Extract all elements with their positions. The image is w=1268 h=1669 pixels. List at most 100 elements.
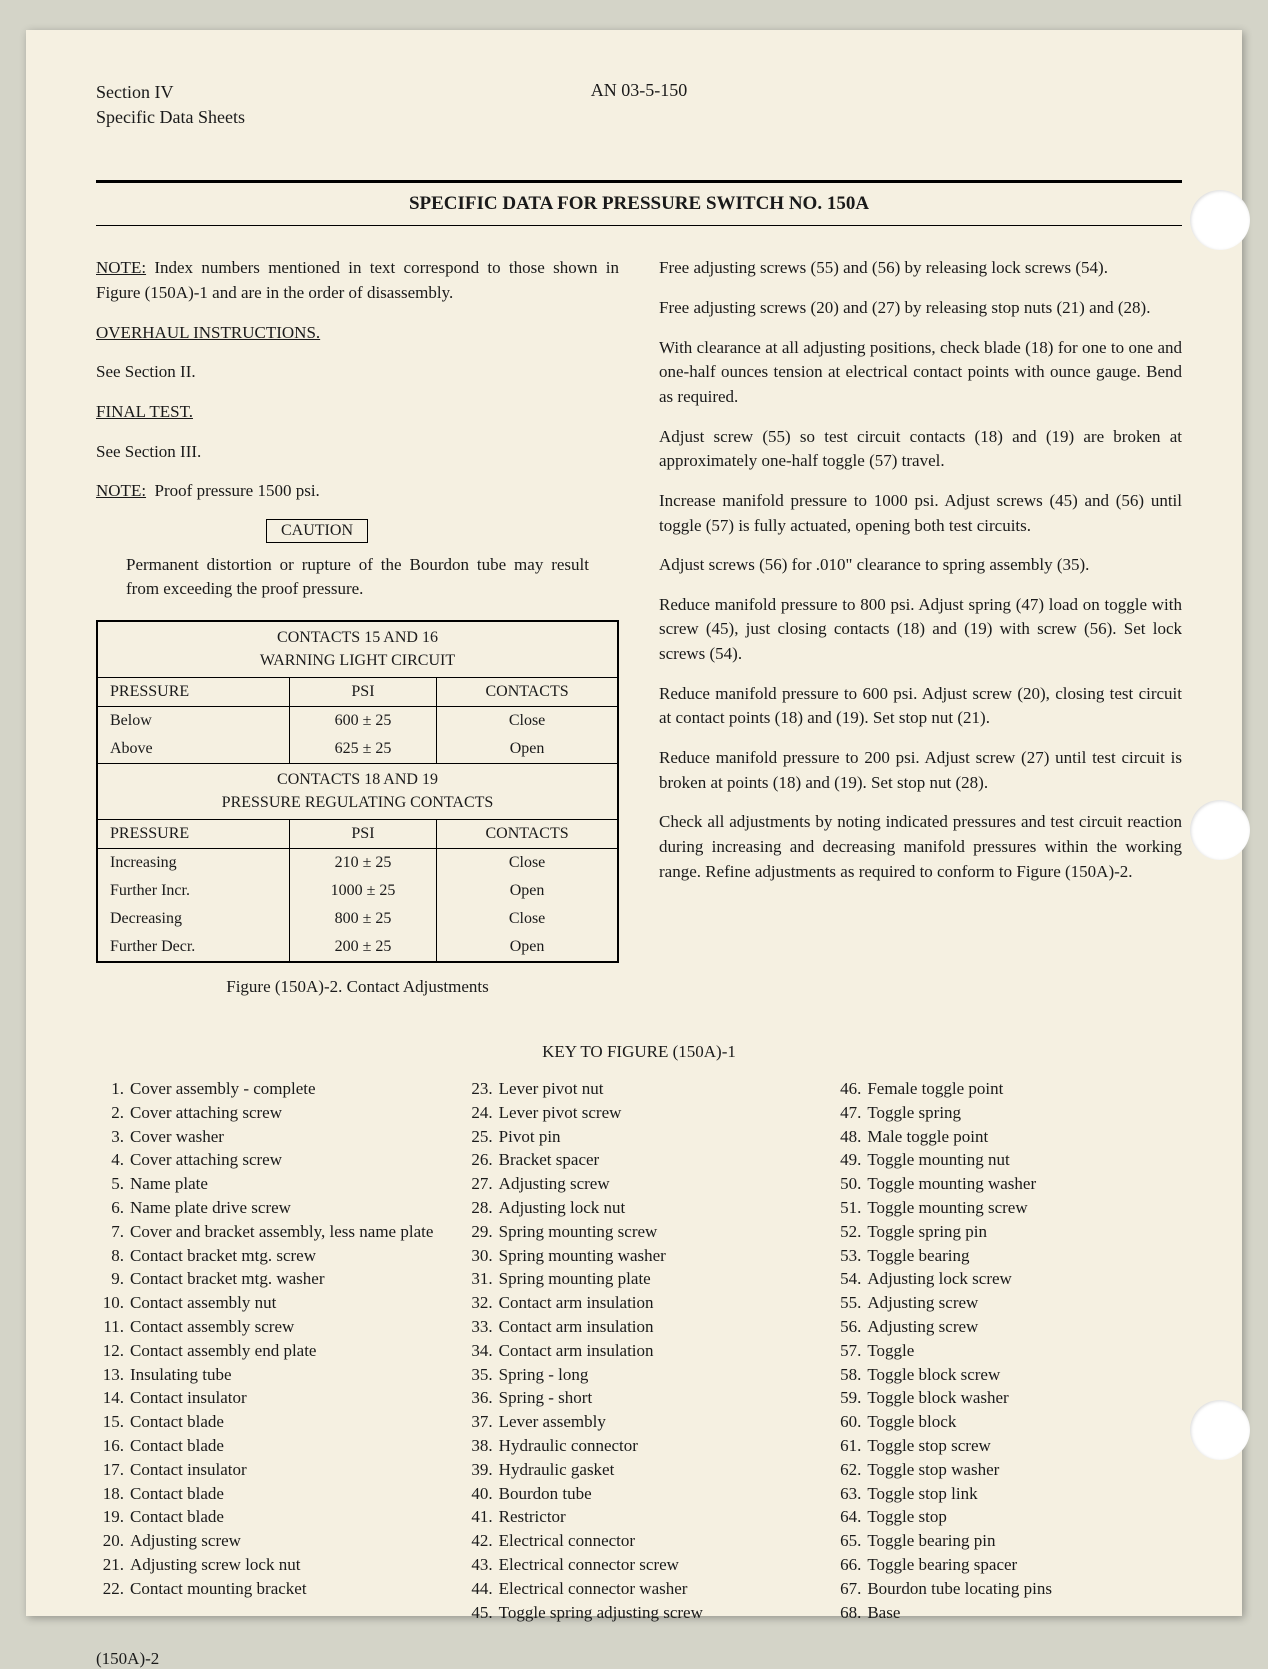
key-item: 5.Name plate [96,1172,445,1196]
key-num: 61. [833,1434,867,1458]
key-title: KEY TO FIGURE (150A)-1 [96,1042,1182,1062]
t2r3c1: Decreasing [97,905,289,933]
key-item: 15.Contact blade [96,1410,445,1434]
key-text: Cover washer [130,1125,445,1149]
key-num: 50. [833,1172,867,1196]
key-num: 35. [465,1363,499,1387]
key-text: Contact blade [130,1482,445,1506]
key-item: 13.Insulating tube [96,1363,445,1387]
key-num: 3. [96,1125,130,1149]
header-right [820,80,1182,130]
key-text: Lever pivot screw [499,1101,814,1125]
key-text: Adjusting lock screw [867,1267,1182,1291]
key-text: Spring mounting washer [499,1244,814,1268]
key-item: 35.Spring - long [465,1363,814,1387]
table2-h3: CONTACTS [437,820,618,849]
rp6: Adjust screws (56) for .010" clearance t… [659,553,1182,578]
key-text: Spring mounting plate [499,1267,814,1291]
key-num: 36. [465,1386,499,1410]
key-item: 43.Electrical connector screw [465,1553,814,1577]
key-num: 11. [96,1315,130,1339]
key-num: 33. [465,1315,499,1339]
key-item: 51.Toggle mounting screw [833,1196,1182,1220]
table2-h1: PRESSURE [97,820,289,849]
key-text: Toggle mounting washer [867,1172,1182,1196]
key-item: 8.Contact bracket mtg. screw [96,1244,445,1268]
t2r3c3: Close [437,905,618,933]
right-column: Free adjusting screws (55) and (56) by r… [659,256,1182,1017]
punch-hole [1190,190,1250,250]
key-item: 17.Contact insulator [96,1458,445,1482]
rp1: Free adjusting screws (55) and (56) by r… [659,256,1182,281]
key-num: 49. [833,1148,867,1172]
key-item: 64.Toggle stop [833,1505,1182,1529]
t1r2c3: Open [437,735,618,764]
key-num: 4. [96,1148,130,1172]
t1r1c3: Close [437,707,618,736]
key-num: 6. [96,1196,130,1220]
key-num: 54. [833,1267,867,1291]
t1r2c1: Above [97,735,289,764]
key-item: 2.Cover attaching screw [96,1101,445,1125]
rp2: Free adjusting screws (20) and (27) by r… [659,296,1182,321]
key-item: 60.Toggle block [833,1410,1182,1434]
key-item: 63.Toggle stop link [833,1482,1182,1506]
caution-box: CAUTION [266,519,368,543]
key-num: 25. [465,1125,499,1149]
t2r2c3: Open [437,877,618,905]
key-text: Cover assembly - complete [130,1077,445,1101]
key-item: 41.Restrictor [465,1505,814,1529]
key-num: 38. [465,1434,499,1458]
rp5: Increase manifold pressure to 1000 psi. … [659,489,1182,538]
key-num: 21. [96,1553,130,1577]
key-text: Contact insulator [130,1386,445,1410]
t1r1c2: 600 ± 25 [289,707,436,736]
t2r4c2: 200 ± 25 [289,933,436,962]
table2-h2: PSI [289,820,436,849]
key-num: 32. [465,1291,499,1315]
key-item: 30.Spring mounting washer [465,1244,814,1268]
key-item: 49.Toggle mounting nut [833,1148,1182,1172]
key-text: Contact bracket mtg. screw [130,1244,445,1268]
key-col-1: 1.Cover assembly - complete2.Cover attac… [96,1077,445,1624]
main-columns: NOTE: Index numbers mentioned in text co… [96,256,1182,1017]
key-text: Contact blade [130,1505,445,1529]
key-item: 6.Name plate drive screw [96,1196,445,1220]
key-num: 51. [833,1196,867,1220]
key-num: 57. [833,1339,867,1363]
title-banner: SPECIFIC DATA FOR PRESSURE SWITCH NO. 15… [96,180,1182,226]
contacts-table: CONTACTS 15 AND 16 WARNING LIGHT CIRCUIT… [96,620,619,963]
key-item: 50.Toggle mounting washer [833,1172,1182,1196]
key-item: 26.Bracket spacer [465,1148,814,1172]
key-text: Spring mounting screw [499,1220,814,1244]
key-num: 47. [833,1101,867,1125]
note2: NOTE: Proof pressure 1500 psi. [96,479,619,504]
header-subtitle: Specific Data Sheets [96,105,458,130]
rp10: Check all adjustments by noting indicate… [659,810,1182,884]
key-num: 59. [833,1386,867,1410]
key-item: 55.Adjusting screw [833,1291,1182,1315]
key-text: Toggle block screw [867,1363,1182,1387]
header-row: Section IV Specific Data Sheets AN 03-5-… [96,80,1182,130]
key-item: 48.Male toggle point [833,1125,1182,1149]
key-item: 21.Adjusting screw lock nut [96,1553,445,1577]
key-text: Contact assembly end plate [130,1339,445,1363]
key-num: 41. [465,1505,499,1529]
figure-caption: Figure (150A)-2. Contact Adjustments [96,977,619,997]
key-num: 29. [465,1220,499,1244]
key-text: Electrical connector screw [499,1553,814,1577]
key-item: 22.Contact mounting bracket [96,1577,445,1601]
key-item: 58.Toggle block screw [833,1363,1182,1387]
key-item: 14.Contact insulator [96,1386,445,1410]
key-num: 42. [465,1529,499,1553]
key-item: 56.Adjusting screw [833,1315,1182,1339]
key-item: 61.Toggle stop screw [833,1434,1182,1458]
key-item: 9.Contact bracket mtg. washer [96,1267,445,1291]
key-text: Contact blade [130,1410,445,1434]
rp3: With clearance at all adjusting position… [659,336,1182,410]
final-text: See Section III. [96,440,619,465]
key-num: 14. [96,1386,130,1410]
table1-title-line1: CONTACTS 15 AND 16 [106,627,609,649]
key-num: 17. [96,1458,130,1482]
t2r1c1: Increasing [97,849,289,878]
